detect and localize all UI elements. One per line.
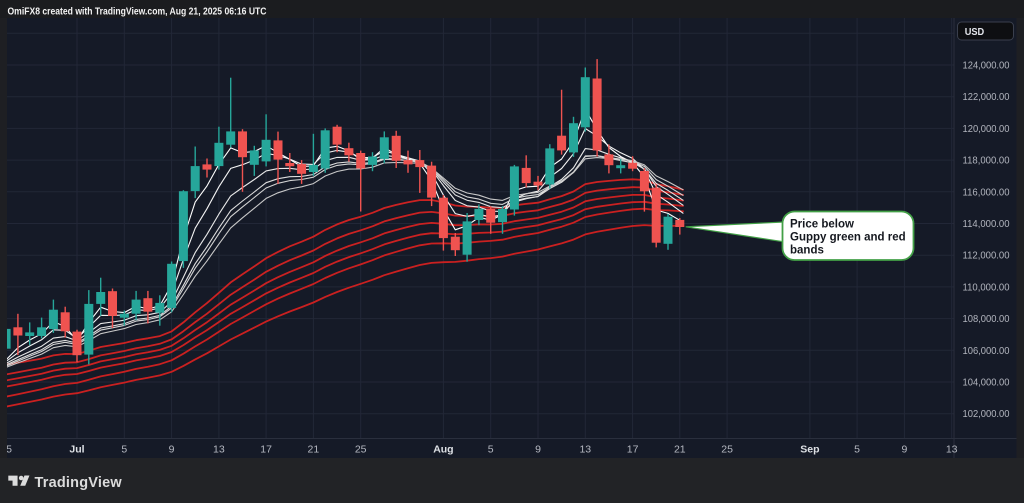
svg-text:102,000.00: 102,000.00 — [963, 409, 1010, 420]
svg-text:122,000.00: 122,000.00 — [963, 92, 1010, 103]
svg-text:120,000.00: 120,000.00 — [963, 124, 1010, 135]
svg-text:Aug: Aug — [433, 444, 453, 456]
svg-text:17: 17 — [627, 444, 639, 456]
svg-text:Guppy green and red: Guppy green and red — [790, 232, 906, 244]
svg-text:5: 5 — [121, 444, 127, 456]
svg-text:118,000.00: 118,000.00 — [963, 156, 1010, 167]
svg-text:Price below: Price below — [790, 219, 854, 231]
svg-text:114,000.00: 114,000.00 — [963, 219, 1010, 230]
svg-text:25: 25 — [721, 444, 733, 456]
svg-text:5: 5 — [488, 444, 494, 456]
svg-text:9: 9 — [169, 444, 175, 456]
svg-text:21: 21 — [308, 444, 320, 456]
svg-text:106,000.00: 106,000.00 — [963, 346, 1010, 357]
svg-text:TradingView: TradingView — [35, 475, 123, 491]
svg-text:21: 21 — [674, 444, 686, 456]
svg-text:Jul: Jul — [69, 444, 84, 456]
svg-text:25: 25 — [355, 444, 367, 456]
svg-text:17: 17 — [260, 444, 272, 456]
svg-text:110,000.00: 110,000.00 — [963, 282, 1010, 293]
svg-text:124,000.00: 124,000.00 — [963, 61, 1010, 72]
svg-text:5: 5 — [854, 444, 860, 456]
svg-text:9: 9 — [901, 444, 907, 456]
svg-text:13: 13 — [946, 444, 958, 456]
svg-text:9: 9 — [535, 444, 541, 456]
svg-text:bands: bands — [790, 245, 824, 257]
svg-text:116,000.00: 116,000.00 — [963, 187, 1010, 198]
svg-text:112,000.00: 112,000.00 — [963, 251, 1010, 262]
svg-text:Sep: Sep — [800, 444, 819, 456]
svg-text:13: 13 — [213, 444, 225, 456]
svg-text:104,000.00: 104,000.00 — [963, 378, 1010, 389]
svg-text:13: 13 — [579, 444, 591, 456]
svg-text:OmiFX8 created with TradingVie: OmiFX8 created with TradingView.com, Aug… — [8, 7, 267, 18]
svg-text:USD: USD — [965, 26, 985, 38]
svg-text:108,000.00: 108,000.00 — [963, 314, 1010, 325]
